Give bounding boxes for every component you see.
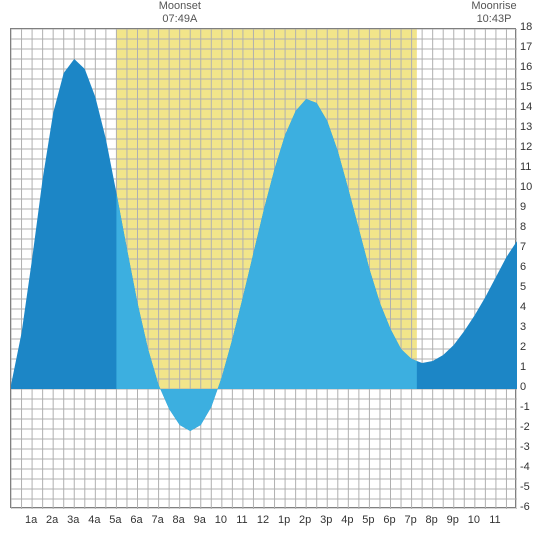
x-tick-label: 10: [468, 514, 480, 526]
y-tick-label: 15: [520, 81, 542, 93]
y-tick-label: 17: [520, 41, 542, 53]
x-tick-label: 1a: [25, 514, 37, 526]
x-tick-label: 7a: [151, 514, 163, 526]
plot-svg: [11, 29, 517, 509]
y-tick-label: 8: [520, 221, 542, 233]
y-tick-label: 13: [520, 121, 542, 133]
y-tick-label: 5: [520, 281, 542, 293]
moonrise-title: Moonrise: [464, 0, 524, 13]
x-tick-label: 10: [215, 514, 227, 526]
x-tick-label: 3p: [320, 514, 332, 526]
x-tick-label: 5p: [362, 514, 374, 526]
plot-area: [10, 28, 516, 508]
y-tick-label: 4: [520, 301, 542, 313]
moonset-title: Moonset: [150, 0, 210, 13]
x-tick-label: 7p: [404, 514, 416, 526]
x-tick-label: 12: [257, 514, 269, 526]
x-tick-label: 4p: [341, 514, 353, 526]
y-tick-label: 16: [520, 61, 542, 73]
y-tick-label: 11: [520, 161, 542, 173]
y-tick-label: -4: [520, 461, 542, 473]
moonrise-time: 10:43P: [464, 13, 524, 26]
y-tick-label: 12: [520, 141, 542, 153]
y-tick-label: 10: [520, 181, 542, 193]
x-tick-label: 8a: [173, 514, 185, 526]
y-tick-label: 7: [520, 241, 542, 253]
x-tick-label: 11: [236, 514, 247, 526]
x-tick-label: 11: [489, 514, 500, 526]
y-tick-label: 3: [520, 321, 542, 333]
y-tick-label: 18: [520, 21, 542, 33]
moonset-label: Moonset 07:49A: [150, 0, 210, 26]
moonset-time: 07:49A: [150, 13, 210, 26]
x-tick-label: 4a: [88, 514, 100, 526]
x-tick-label: 8p: [426, 514, 438, 526]
y-tick-label: 2: [520, 341, 542, 353]
y-tick-label: -5: [520, 481, 542, 493]
x-tick-label: 9a: [194, 514, 206, 526]
y-tick-label: 9: [520, 201, 542, 213]
x-tick-label: 9p: [447, 514, 459, 526]
x-tick-label: 1p: [278, 514, 290, 526]
y-tick-label: 6: [520, 261, 542, 273]
x-tick-label: 2a: [46, 514, 58, 526]
x-tick-label: 6a: [130, 514, 142, 526]
y-tick-label: 1: [520, 361, 542, 373]
y-tick-label: -1: [520, 401, 542, 413]
tide-moon-chart: { "chart": { "type": "area", "width_px":…: [0, 0, 550, 550]
moonrise-label: Moonrise 10:43P: [464, 0, 524, 26]
y-tick-label: -6: [520, 501, 542, 513]
x-tick-label: 2p: [299, 514, 311, 526]
y-tick-label: 0: [520, 381, 542, 393]
y-tick-label: -3: [520, 441, 542, 453]
x-tick-label: 6p: [383, 514, 395, 526]
x-tick-label: 5a: [109, 514, 121, 526]
y-tick-label: 14: [520, 101, 542, 113]
y-tick-label: -2: [520, 421, 542, 433]
x-tick-label: 3a: [67, 514, 79, 526]
